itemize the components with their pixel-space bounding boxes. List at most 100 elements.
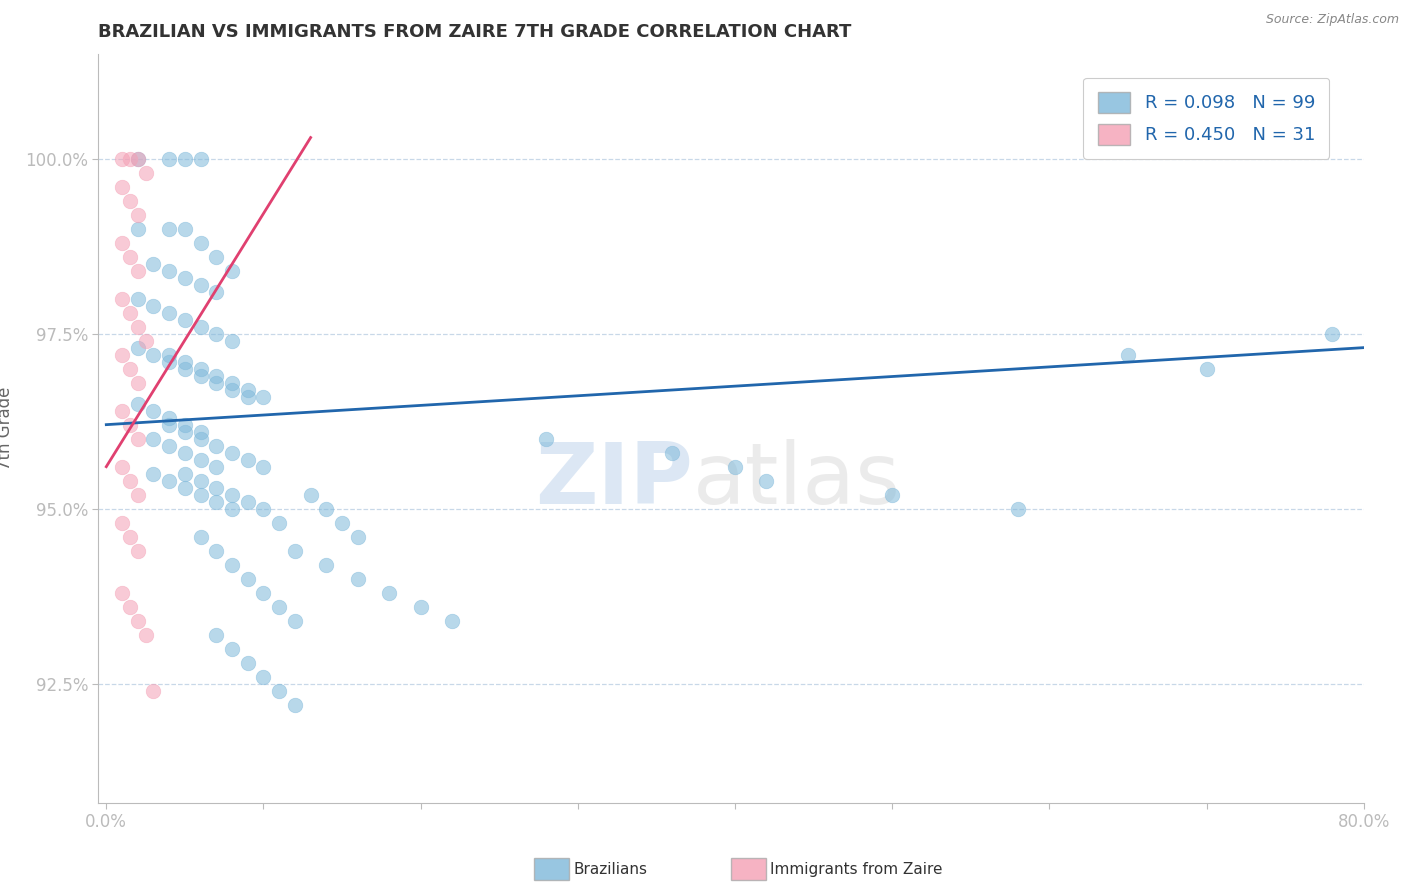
Point <box>221 501 243 516</box>
Point <box>157 354 180 368</box>
Point <box>315 558 337 572</box>
Point <box>190 488 212 502</box>
Point <box>284 614 307 628</box>
Point <box>205 368 228 383</box>
Point <box>284 698 307 712</box>
Text: BRAZILIAN VS IMMIGRANTS FROM ZAIRE 7TH GRADE CORRELATION CHART: BRAZILIAN VS IMMIGRANTS FROM ZAIRE 7TH G… <box>98 23 852 41</box>
Point <box>205 459 228 474</box>
Point <box>118 194 141 208</box>
Point <box>205 439 228 453</box>
Point <box>111 348 134 362</box>
Point <box>127 152 149 166</box>
Point <box>236 494 259 508</box>
Point <box>190 432 212 446</box>
Point <box>190 361 212 376</box>
Point <box>1007 501 1029 516</box>
Point <box>173 445 195 459</box>
Point <box>190 277 212 292</box>
Point <box>252 501 274 516</box>
Point <box>269 516 291 530</box>
Point <box>205 628 228 642</box>
Point <box>346 530 368 544</box>
Point <box>142 683 165 698</box>
Point <box>252 390 274 404</box>
Point <box>157 152 180 166</box>
Point <box>299 488 322 502</box>
Point <box>127 319 149 334</box>
Point <box>157 305 180 319</box>
Legend: R = 0.098   N = 99, R = 0.450   N = 31: R = 0.098 N = 99, R = 0.450 N = 31 <box>1083 78 1330 159</box>
Point <box>205 543 228 558</box>
Point <box>157 348 180 362</box>
Point <box>157 410 180 425</box>
Point <box>536 432 558 446</box>
Point <box>190 319 212 334</box>
Point <box>1322 326 1344 341</box>
Point <box>724 459 747 474</box>
Point <box>111 585 134 599</box>
Point <box>221 383 243 397</box>
Point <box>157 417 180 432</box>
Point <box>190 152 212 166</box>
Point <box>111 235 134 250</box>
Point <box>221 334 243 348</box>
Point <box>1116 348 1139 362</box>
Point <box>252 670 274 684</box>
Point <box>127 221 149 235</box>
Point <box>127 376 149 390</box>
Point <box>1195 361 1218 376</box>
Point <box>127 208 149 222</box>
Point <box>157 263 180 277</box>
Point <box>142 403 165 417</box>
Point <box>205 250 228 264</box>
Point <box>190 425 212 439</box>
Point <box>142 432 165 446</box>
Point <box>127 263 149 277</box>
Point <box>157 221 180 235</box>
Point <box>135 165 157 179</box>
Point <box>127 152 149 166</box>
Point <box>118 361 141 376</box>
Point <box>205 326 228 341</box>
Point <box>111 179 134 194</box>
Point <box>252 459 274 474</box>
Point <box>157 439 180 453</box>
Point <box>118 417 141 432</box>
Point <box>315 501 337 516</box>
Point <box>111 292 134 306</box>
Point <box>127 432 149 446</box>
Point <box>142 257 165 271</box>
Point <box>205 376 228 390</box>
Point <box>173 270 195 285</box>
Text: Immigrants from Zaire: Immigrants from Zaire <box>770 863 943 877</box>
Point <box>190 235 212 250</box>
Point <box>205 494 228 508</box>
Point <box>221 263 243 277</box>
Point <box>135 628 157 642</box>
Point <box>142 299 165 313</box>
Point <box>190 474 212 488</box>
Point <box>118 305 141 319</box>
Point <box>173 361 195 376</box>
Point <box>157 474 180 488</box>
Point <box>111 403 134 417</box>
Point <box>111 516 134 530</box>
Point <box>173 467 195 481</box>
Point <box>173 425 195 439</box>
Point <box>173 221 195 235</box>
Point <box>118 599 141 614</box>
Text: Source: ZipAtlas.com: Source: ZipAtlas.com <box>1265 13 1399 27</box>
Point <box>236 656 259 670</box>
Point <box>221 488 243 502</box>
Point <box>118 152 141 166</box>
Point <box>173 481 195 495</box>
Point <box>236 390 259 404</box>
Point <box>173 152 195 166</box>
Point <box>269 599 291 614</box>
Point <box>111 459 134 474</box>
Point <box>221 376 243 390</box>
Point <box>221 445 243 459</box>
Text: ZIP: ZIP <box>536 439 693 522</box>
Point <box>111 152 134 166</box>
Point <box>173 417 195 432</box>
